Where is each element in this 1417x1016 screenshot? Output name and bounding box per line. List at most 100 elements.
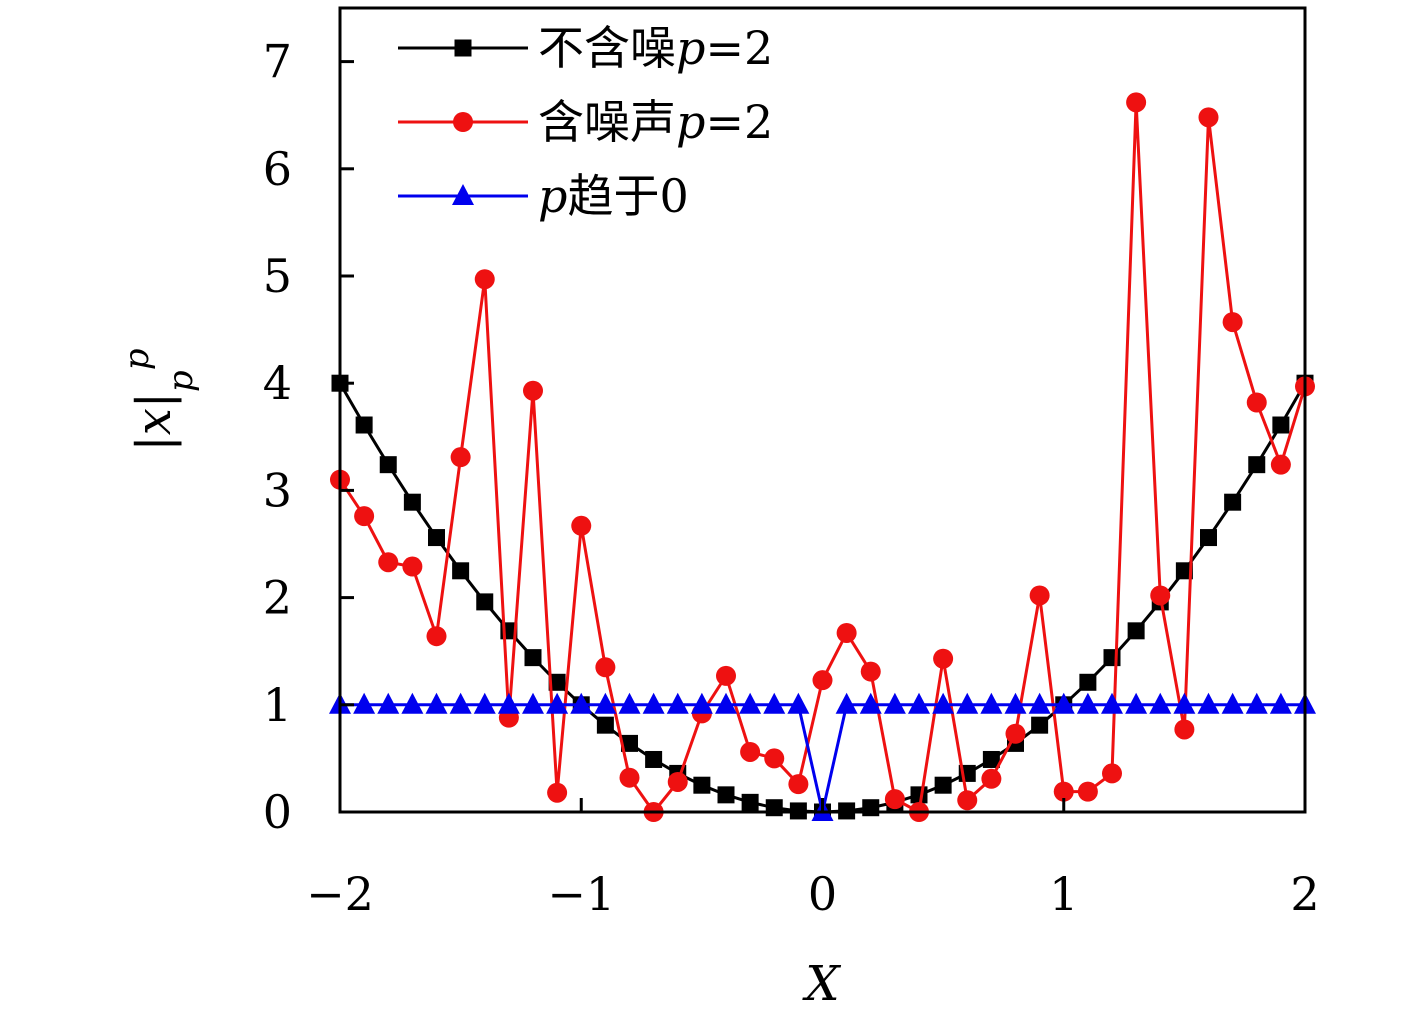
series-line xyxy=(340,703,1305,813)
data-point xyxy=(377,692,400,714)
data-point xyxy=(353,692,376,714)
data-point xyxy=(956,692,979,714)
y-tick-label: 2 xyxy=(263,571,292,625)
data-point xyxy=(354,506,375,527)
y-tick-label: 0 xyxy=(263,785,292,839)
data-point xyxy=(787,692,810,714)
data-point xyxy=(1004,692,1027,714)
data-point xyxy=(693,776,711,794)
data-point xyxy=(812,670,833,691)
data-point xyxy=(859,692,882,714)
data-point xyxy=(763,692,786,714)
data-point xyxy=(571,515,592,536)
data-point xyxy=(452,562,470,580)
legend-marker xyxy=(454,39,472,57)
legend-marker xyxy=(453,112,473,132)
data-point xyxy=(449,692,472,714)
data-point xyxy=(645,750,663,768)
data-point xyxy=(548,673,566,691)
x-axis-title: X xyxy=(801,956,841,1012)
legend-variable: p xyxy=(676,95,705,149)
legend-marker xyxy=(452,184,474,205)
legend-equals: =2 xyxy=(705,95,773,149)
data-point xyxy=(788,774,809,795)
data-point xyxy=(862,799,880,817)
plot-area xyxy=(329,92,1316,822)
data-point xyxy=(1029,585,1050,606)
legend-item: 不含噪p=2 xyxy=(398,21,773,75)
x-tick-label: 2 xyxy=(1290,867,1319,921)
data-point xyxy=(1174,719,1195,740)
data-point xyxy=(642,692,665,714)
data-point xyxy=(957,790,978,811)
data-point xyxy=(428,529,445,547)
data-point xyxy=(1198,107,1219,128)
data-point xyxy=(741,793,759,811)
data-point xyxy=(619,767,640,788)
data-point xyxy=(739,692,762,714)
y-axis-title-main: |x| xyxy=(126,392,182,451)
data-point xyxy=(715,692,737,714)
data-point xyxy=(1224,493,1242,511)
data-point xyxy=(1175,562,1193,580)
y-tick-label: 3 xyxy=(263,463,292,517)
y-tick-label: 5 xyxy=(263,249,292,303)
data-point xyxy=(666,692,689,714)
data-point xyxy=(596,716,614,734)
svg-text:|x|pp: |x|pp xyxy=(117,349,201,452)
legend-equals: =2 xyxy=(705,21,773,75)
data-point xyxy=(425,692,448,714)
data-point xyxy=(1127,622,1145,640)
y-tick-label: 6 xyxy=(263,142,292,196)
data-point xyxy=(1246,392,1267,413)
data-point xyxy=(618,692,641,714)
data-point xyxy=(883,692,906,714)
data-point xyxy=(379,456,397,474)
data-point xyxy=(1028,692,1051,714)
data-point xyxy=(934,776,952,794)
data-point xyxy=(1126,92,1147,113)
data-point xyxy=(717,786,735,804)
data-point xyxy=(1053,781,1074,802)
data-point xyxy=(1076,692,1099,714)
data-point xyxy=(621,734,638,752)
data-point xyxy=(1005,723,1026,744)
legend-label: 含噪声p=2 xyxy=(538,95,773,149)
data-point xyxy=(476,593,494,611)
data-point xyxy=(933,648,954,669)
y-axis-title-subscript: p xyxy=(161,370,201,392)
data-point xyxy=(355,416,373,434)
legend-text: 趋于0 xyxy=(567,169,688,223)
data-point xyxy=(980,692,1003,714)
x-tick-label: 0 xyxy=(808,867,837,921)
data-point xyxy=(1102,763,1122,784)
legend-item: 含噪声p=2 xyxy=(398,95,773,149)
data-point xyxy=(908,692,930,714)
data-point xyxy=(1270,454,1291,475)
data-point xyxy=(1125,692,1148,714)
x-tick-label: 1 xyxy=(1049,867,1078,921)
data-point xyxy=(378,552,399,573)
data-point xyxy=(497,692,520,714)
data-point xyxy=(932,692,955,714)
legend-variable: p xyxy=(676,21,705,75)
data-point xyxy=(1200,529,1217,547)
data-point xyxy=(524,649,542,667)
data-point xyxy=(1245,692,1268,714)
data-point xyxy=(473,692,496,714)
legend-variable: p xyxy=(538,169,567,223)
data-point xyxy=(764,748,785,769)
series-2 xyxy=(330,92,1315,822)
data-point xyxy=(1248,456,1266,474)
y-tick-label: 7 xyxy=(263,35,292,89)
data-point xyxy=(667,771,688,792)
data-point xyxy=(835,692,858,714)
data-point xyxy=(450,447,471,468)
data-point xyxy=(1221,692,1244,714)
data-point xyxy=(982,750,1000,768)
y-tick-label: 4 xyxy=(263,356,292,410)
data-point xyxy=(594,692,617,714)
legend-label: 不含噪p=2 xyxy=(538,21,773,75)
data-point xyxy=(690,692,713,714)
